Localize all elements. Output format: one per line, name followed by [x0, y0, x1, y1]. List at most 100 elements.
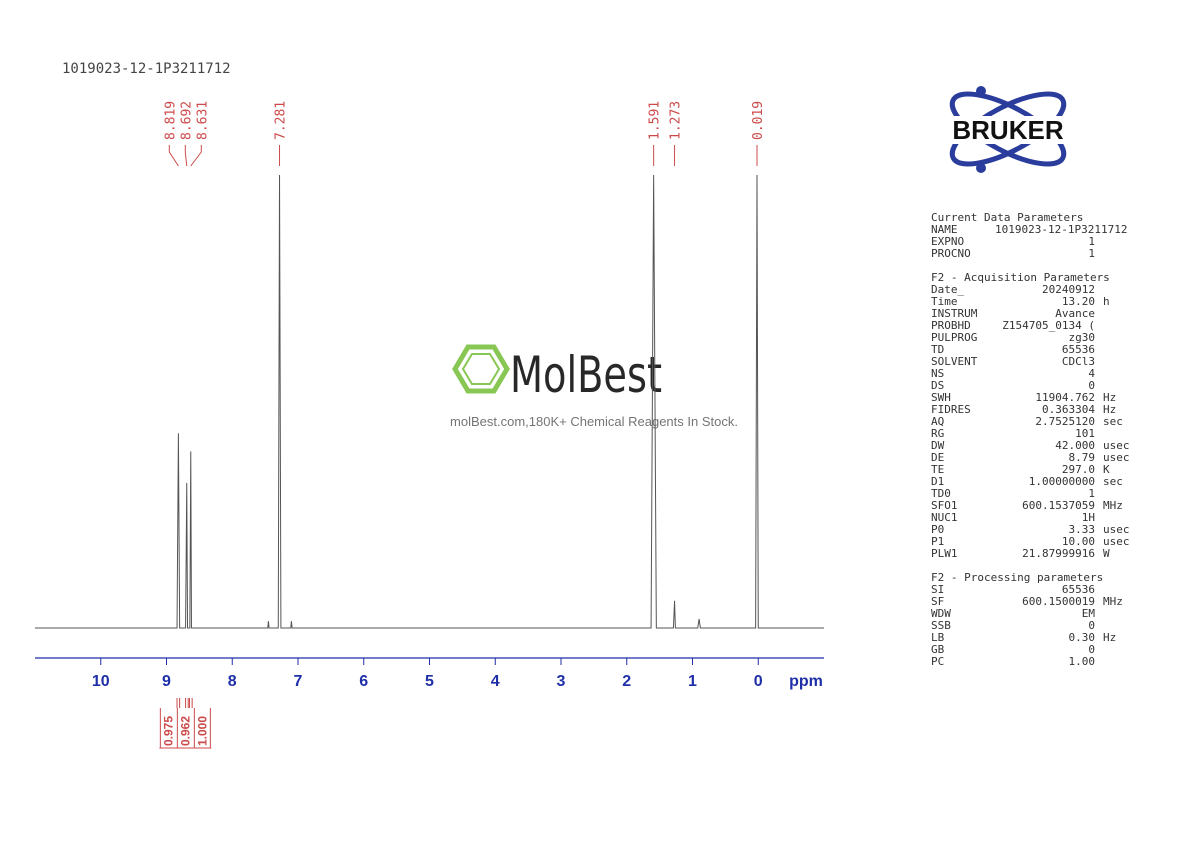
param-value: 65536 — [1062, 343, 1095, 356]
watermark-tagline: molBest.com,180K+ Chemical Reagents In S… — [450, 414, 738, 429]
param-name: SSB — [931, 619, 951, 632]
param-value: Avance — [1055, 307, 1095, 320]
x-tick-label: 2 — [622, 673, 631, 690]
param-name: EXPNO — [931, 235, 964, 248]
param-value: 10.00 — [1062, 535, 1095, 548]
param-value: 0 — [1088, 643, 1095, 656]
peak-label: 1.273 — [669, 101, 684, 140]
x-axis-label: ppm — [789, 673, 823, 690]
param-value: 1.00000000 — [1029, 475, 1095, 488]
x-tick-label: 4 — [491, 673, 500, 690]
param-value: 42.000 — [1055, 439, 1095, 452]
peak-label: 0.019 — [751, 101, 766, 140]
param-unit: MHz — [1103, 499, 1123, 512]
param-value: 600.1537059 — [1022, 499, 1095, 512]
param-value: 1 — [1088, 247, 1095, 260]
param-value: CDCl3 — [1062, 355, 1095, 368]
section-title: F2 - Processing parameters — [931, 571, 1103, 584]
section-title: F2 - Acquisition Parameters — [931, 271, 1110, 284]
param-name: NUC1 — [931, 511, 958, 524]
param-unit: h — [1103, 295, 1110, 308]
param-name: NAME — [931, 223, 958, 236]
param-unit: usec — [1103, 523, 1130, 536]
x-tick-label: 7 — [294, 673, 303, 690]
param-name: Time — [931, 295, 958, 308]
integral-label: 1.000 — [195, 716, 209, 746]
param-unit: Hz — [1103, 403, 1116, 416]
param-value: Z154705_0134 ( — [1002, 319, 1095, 332]
param-value: 0 — [1088, 379, 1095, 392]
integral-label: 0.975 — [161, 716, 175, 746]
param-value: 1 — [1088, 487, 1095, 500]
x-tick-label: 3 — [557, 673, 566, 690]
param-name: TE — [931, 463, 944, 476]
watermark: MolBest molBest.com,180K+ Chemical Reage… — [450, 344, 738, 429]
x-tick-label: 9 — [162, 673, 171, 690]
logo-text: BRUKER — [952, 115, 1063, 145]
param-value: 21.87999916 — [1022, 547, 1095, 560]
param-name: DS — [931, 379, 944, 392]
param-name: FIDRES — [931, 403, 971, 416]
param-name: LB — [931, 631, 945, 644]
param-value: 1.00 — [1069, 655, 1096, 668]
param-value: 101 — [1075, 427, 1095, 440]
param-name: PROBHD — [931, 319, 971, 332]
param-value: EM — [1082, 607, 1096, 620]
param-name: P1 — [931, 535, 944, 548]
param-value: 0 — [1088, 619, 1095, 632]
param-value: 11904.762 — [1035, 391, 1095, 404]
peak-label: 8.631 — [195, 101, 210, 140]
param-value: 0.30 — [1069, 631, 1096, 644]
param-unit: usec — [1103, 535, 1130, 548]
param-value: 65536 — [1062, 583, 1095, 596]
param-unit: Hz — [1103, 631, 1116, 644]
peak-label: 8.692 — [179, 101, 194, 140]
param-name: SF — [931, 595, 944, 608]
param-unit: usec — [1103, 451, 1130, 464]
param-value: 3.33 — [1069, 523, 1096, 536]
x-tick-label: 1 — [688, 673, 697, 690]
param-unit: K — [1103, 463, 1110, 476]
spectrum-line — [35, 174, 824, 629]
x-tick-label: 10 — [92, 673, 110, 690]
param-name: PLW1 — [931, 547, 958, 560]
watermark-brand: MolBest — [510, 346, 662, 404]
param-value: 8.79 — [1069, 451, 1096, 464]
param-name: Date_ — [931, 283, 964, 296]
param-unit: W — [1103, 547, 1110, 560]
param-name: SOLVENT — [931, 355, 978, 368]
param-unit: Hz — [1103, 391, 1116, 404]
section-title: Current Data Parameters — [931, 211, 1083, 224]
param-name: NS — [931, 367, 944, 380]
peak-label: 1.591 — [648, 101, 663, 140]
bruker-logo: BRUKER — [924, 86, 1092, 173]
param-name: SWH — [931, 391, 951, 404]
peak-label: 8.819 — [163, 101, 178, 140]
param-unit: sec — [1103, 415, 1123, 428]
peak-label: 7.281 — [274, 101, 289, 140]
param-value: 2.7525120 — [1035, 415, 1095, 428]
param-value: 1H — [1082, 511, 1095, 524]
param-name: P0 — [931, 523, 944, 536]
param-name: INSTRUM — [931, 307, 978, 320]
x-tick-label: 5 — [425, 673, 434, 690]
param-name: PC — [931, 655, 944, 668]
param-name: AQ — [931, 415, 944, 428]
param-unit: usec — [1103, 439, 1130, 452]
param-name: DE — [931, 451, 944, 464]
chart-title: 1019023-12-1P3211712 — [62, 61, 231, 77]
param-name: TD0 — [931, 487, 951, 500]
param-name: PULPROG — [931, 331, 977, 344]
x-tick-label: 8 — [228, 673, 237, 690]
param-name: SFO1 — [931, 499, 958, 512]
peak-leader — [184, 145, 188, 167]
param-value: 1 — [1088, 235, 1095, 248]
param-name: PROCNO — [931, 247, 971, 260]
param-value: 0.363304 — [1042, 403, 1095, 416]
param-name: D1 — [931, 475, 944, 488]
param-name: DW — [931, 439, 945, 452]
param-value: 297.0 — [1062, 463, 1095, 476]
param-value: 600.1500019 — [1022, 595, 1095, 608]
